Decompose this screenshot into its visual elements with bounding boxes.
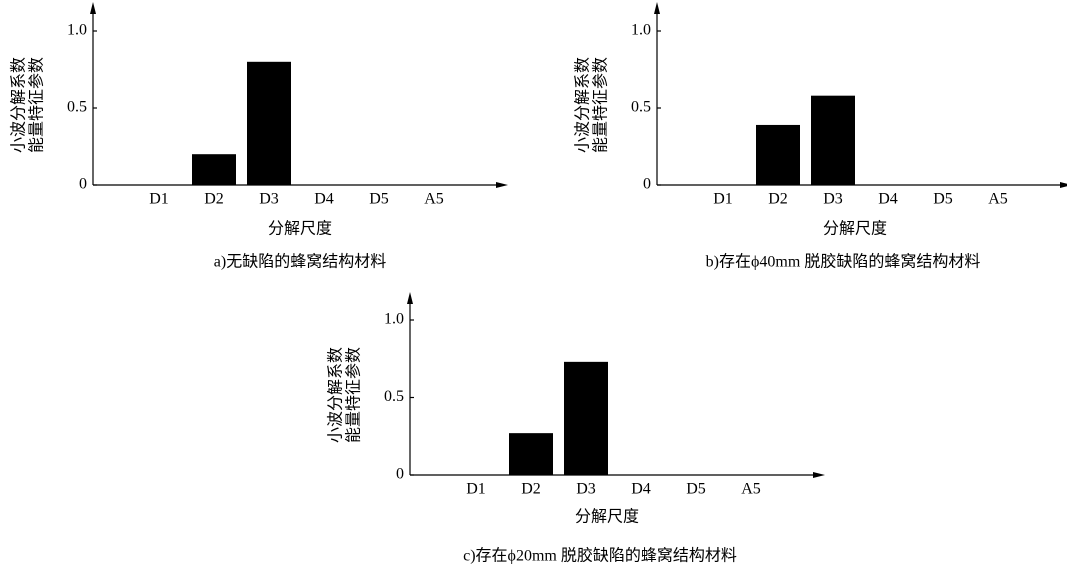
y-axis-label: 小波分解系数 bbox=[10, 57, 28, 153]
y-axis-label: 能量特征参数 bbox=[592, 57, 610, 153]
x-tick-label: D5 bbox=[369, 191, 389, 208]
x-tick-label: D5 bbox=[686, 481, 706, 498]
bar bbox=[564, 361, 608, 475]
x-tick-label: D2 bbox=[204, 191, 224, 208]
bar bbox=[756, 124, 800, 185]
x-tick-label: D4 bbox=[631, 481, 651, 498]
y-tick-label: 1.0 bbox=[67, 22, 87, 39]
y-axis-label: 小波分解系数 bbox=[574, 57, 592, 153]
x-tick-label: A5 bbox=[424, 191, 444, 208]
x-axis-label: 分解尺度 bbox=[268, 220, 332, 238]
caption: a)无缺陷的蜂窝结构材料 bbox=[214, 253, 386, 271]
x-tick-label: D1 bbox=[713, 191, 733, 208]
y-axis-label: 能量特征参数 bbox=[28, 57, 46, 153]
bar bbox=[247, 61, 291, 185]
bar bbox=[192, 154, 236, 185]
x-tick-label: D3 bbox=[823, 191, 843, 208]
x-tick-label: D4 bbox=[878, 191, 898, 208]
y-axis-label: 能量特征参数 bbox=[345, 347, 363, 443]
y-axis-arrow bbox=[654, 2, 660, 14]
x-axis-arrow bbox=[496, 182, 508, 188]
caption: b)存在ϕ40mm 脱胶缺陷的蜂窝结构材料 bbox=[706, 253, 981, 271]
x-axis-arrow bbox=[1060, 182, 1067, 188]
x-axis-arrow bbox=[813, 472, 825, 478]
x-tick-label: D3 bbox=[259, 191, 279, 208]
y-axis-arrow bbox=[90, 2, 96, 14]
x-axis-label: 分解尺度 bbox=[575, 508, 639, 526]
y-tick-label: 1.0 bbox=[631, 22, 651, 39]
x-tick-label: D2 bbox=[521, 481, 541, 498]
x-tick-label: A5 bbox=[741, 481, 761, 498]
x-tick-label: D2 bbox=[768, 191, 788, 208]
x-axis-label: 分解尺度 bbox=[823, 220, 887, 238]
bar bbox=[509, 433, 553, 475]
x-tick-label: D3 bbox=[576, 481, 596, 498]
y-tick-label: 0 bbox=[396, 466, 404, 483]
y-tick-label: 0.5 bbox=[384, 388, 404, 405]
caption: c)存在ϕ20mm 脱胶缺陷的蜂窝结构材料 bbox=[463, 547, 737, 565]
x-tick-label: D1 bbox=[149, 191, 169, 208]
y-axis-arrow bbox=[407, 292, 413, 304]
y-tick-label: 0 bbox=[643, 176, 651, 193]
x-tick-label: D4 bbox=[314, 191, 334, 208]
y-axis-label: 小波分解系数 bbox=[327, 347, 345, 443]
y-tick-label: 0.5 bbox=[631, 99, 651, 116]
x-tick-label: D1 bbox=[466, 481, 486, 498]
x-tick-label: A5 bbox=[988, 191, 1008, 208]
y-tick-label: 0.5 bbox=[67, 99, 87, 116]
bar bbox=[811, 95, 855, 185]
y-tick-label: 1.0 bbox=[384, 311, 404, 328]
y-tick-label: 0 bbox=[79, 176, 87, 193]
x-tick-label: D5 bbox=[933, 191, 953, 208]
